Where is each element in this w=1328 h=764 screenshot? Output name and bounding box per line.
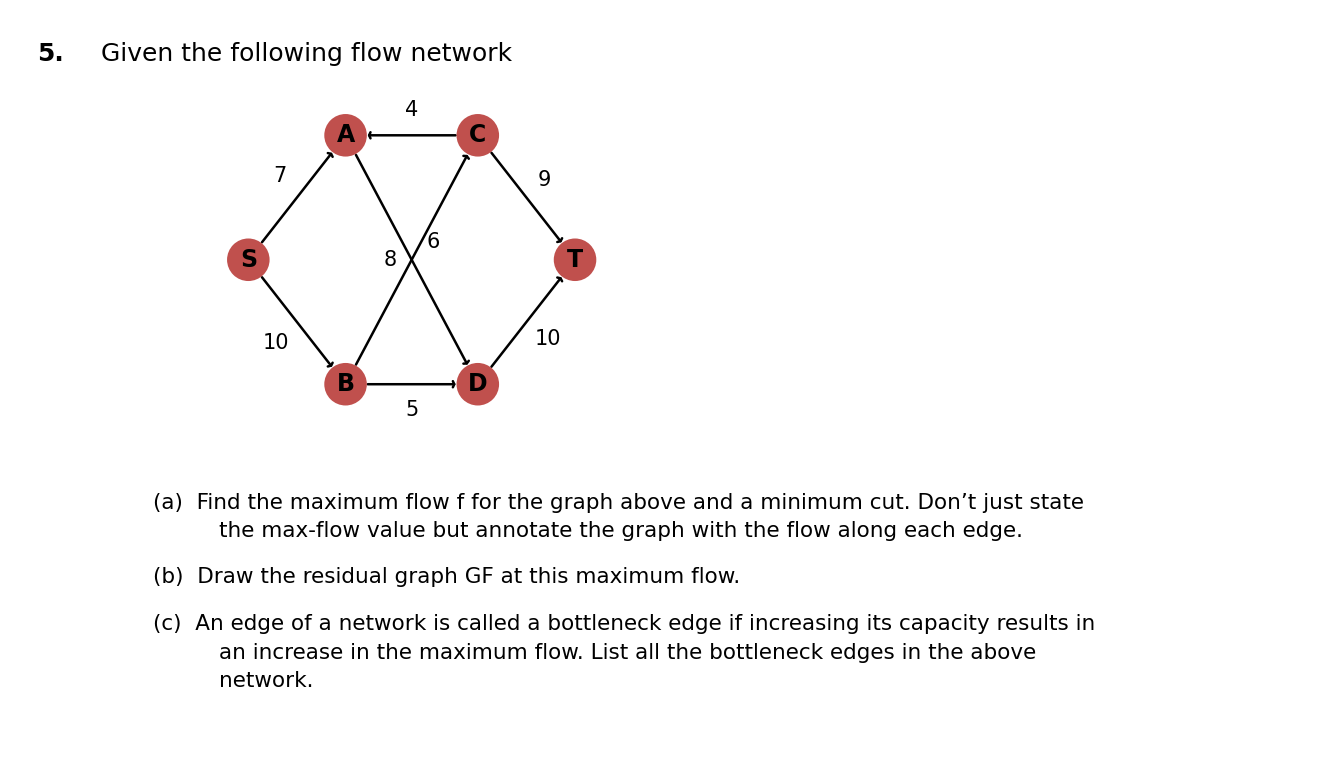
Text: D: D <box>467 372 487 397</box>
Text: network.: network. <box>219 671 313 691</box>
Text: C: C <box>469 123 486 147</box>
Text: S: S <box>240 248 256 272</box>
Text: B: B <box>336 372 355 397</box>
Text: 10: 10 <box>263 333 288 354</box>
Circle shape <box>555 240 595 280</box>
Text: Given the following flow network: Given the following flow network <box>101 42 513 66</box>
Text: 9: 9 <box>538 170 551 190</box>
Text: A: A <box>336 123 355 147</box>
Circle shape <box>325 364 365 404</box>
Text: 5.: 5. <box>37 42 64 66</box>
Text: 8: 8 <box>384 250 397 270</box>
Text: T: T <box>567 248 583 272</box>
Text: 10: 10 <box>535 329 560 349</box>
Circle shape <box>325 115 365 156</box>
Text: (a)  Find the maximum flow f for the graph above and a minimum cut. Don’t just s: (a) Find the maximum flow f for the grap… <box>153 493 1084 513</box>
Text: 6: 6 <box>426 232 440 252</box>
Text: (c)  An edge of a network is called a bottleneck edge if increasing its capacity: (c) An edge of a network is called a bot… <box>153 614 1096 634</box>
Text: 7: 7 <box>272 166 286 186</box>
Circle shape <box>458 115 498 156</box>
Text: the max-flow value but annotate the graph with the flow along each edge.: the max-flow value but annotate the grap… <box>219 521 1023 541</box>
Circle shape <box>458 364 498 404</box>
Circle shape <box>228 240 268 280</box>
Text: 4: 4 <box>405 100 418 120</box>
Text: an increase in the maximum flow. List all the bottleneck edges in the above: an increase in the maximum flow. List al… <box>219 643 1036 662</box>
Text: (b)  Draw the residual graph GF at this maximum flow.: (b) Draw the residual graph GF at this m… <box>153 567 740 587</box>
Text: 5: 5 <box>405 400 418 419</box>
